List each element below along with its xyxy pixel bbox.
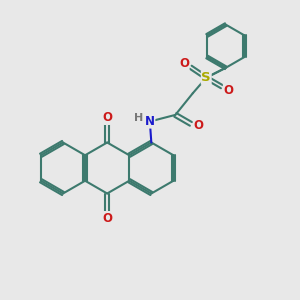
Text: O: O — [179, 57, 189, 70]
Text: S: S — [201, 71, 211, 84]
Text: O: O — [194, 119, 203, 132]
Text: O: O — [102, 111, 112, 124]
Text: H: H — [134, 113, 143, 123]
Text: O: O — [224, 84, 233, 97]
Text: N: N — [145, 115, 155, 128]
Text: O: O — [102, 212, 112, 225]
